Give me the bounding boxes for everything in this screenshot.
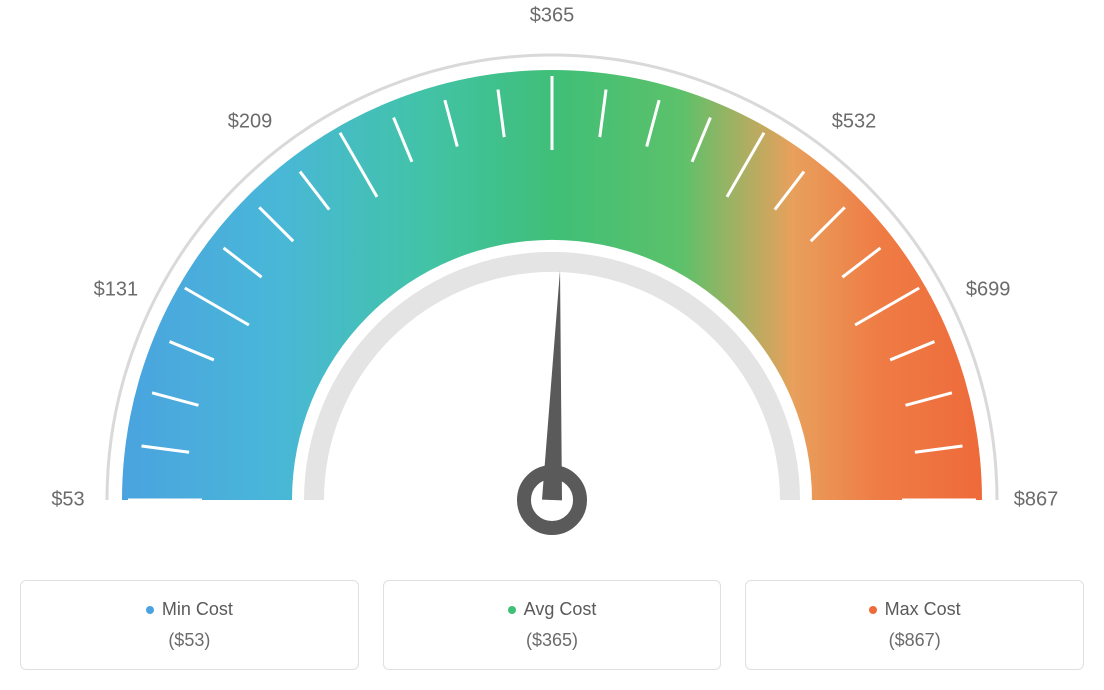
legend-card: Min Cost ($53) bbox=[20, 580, 359, 670]
legend-row: Min Cost ($53) Avg Cost ($365) Max Cost ($867… bbox=[20, 580, 1084, 670]
legend-dot-icon bbox=[869, 606, 877, 614]
gauge-tick-label: $365 bbox=[530, 5, 575, 28]
gauge-tick-label: $53 bbox=[51, 489, 84, 512]
legend-value: ($53) bbox=[33, 630, 346, 651]
cost-gauge: $53$131$209$365$532$699$867 bbox=[20, 20, 1084, 560]
legend-title-text: Avg Cost bbox=[524, 599, 597, 620]
legend-title-text: Max Cost bbox=[885, 599, 961, 620]
gauge-tick-label: $699 bbox=[966, 279, 1011, 302]
gauge-svg bbox=[20, 20, 1084, 560]
gauge-tick-label: $131 bbox=[94, 279, 139, 302]
gauge-tick-label: $867 bbox=[1014, 489, 1059, 512]
legend-dot-icon bbox=[508, 606, 516, 614]
legend-dot-icon bbox=[146, 606, 154, 614]
legend-value: ($365) bbox=[396, 630, 709, 651]
legend-title: Min Cost bbox=[146, 599, 233, 620]
legend-value: ($867) bbox=[758, 630, 1071, 651]
legend-card: Avg Cost ($365) bbox=[383, 580, 722, 670]
gauge-tick-label: $532 bbox=[832, 110, 877, 133]
legend-title: Avg Cost bbox=[508, 599, 597, 620]
gauge-tick-label: $209 bbox=[228, 110, 273, 133]
legend-title: Max Cost bbox=[869, 599, 961, 620]
legend-title-text: Min Cost bbox=[162, 599, 233, 620]
legend-card: Max Cost ($867) bbox=[745, 580, 1084, 670]
